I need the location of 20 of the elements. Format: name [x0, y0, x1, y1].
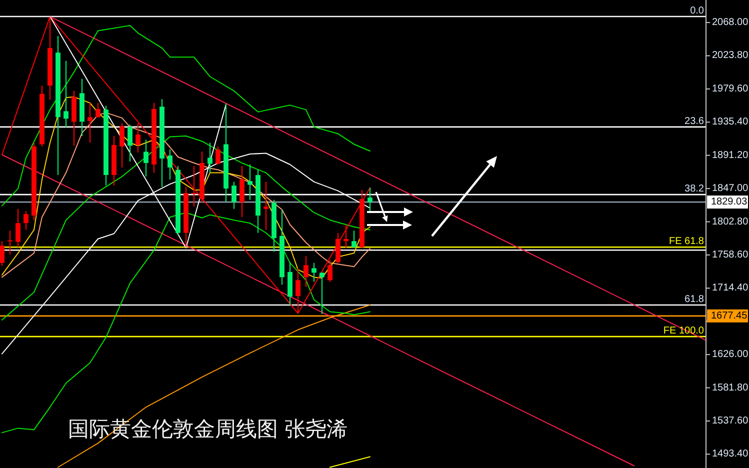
- annotation: 38.2: [684, 184, 704, 195]
- y-tick-label: 2023.80: [712, 50, 749, 62]
- annotation: 0.0: [690, 6, 704, 17]
- y-tick-label: 1714.40: [712, 282, 749, 294]
- y-tick-label: 1537.60: [712, 415, 749, 426]
- ref-line-label: 1677.45: [711, 310, 748, 322]
- y-tick-label: 1891.20: [712, 150, 749, 161]
- y-tick-label: 1493.40: [712, 448, 749, 460]
- y-tick-label: 1626.00: [712, 349, 749, 360]
- ref-line-label: 1829.03: [711, 196, 748, 208]
- annotation: 61.8: [684, 294, 704, 305]
- annotation: 23.6: [684, 116, 704, 127]
- annotation: FE 61.8: [668, 236, 704, 248]
- y-tick-label: 1847.00: [712, 183, 749, 194]
- y-tick-label: 1758.60: [712, 249, 749, 260]
- y-tick-label: 1802.80: [712, 216, 749, 228]
- y-tick-label: 1935.40: [712, 116, 749, 128]
- y-tick-label: 1979.60: [712, 83, 749, 94]
- y-tick-label: 1581.80: [712, 382, 749, 394]
- y-tick-label: 2068.00: [712, 17, 749, 28]
